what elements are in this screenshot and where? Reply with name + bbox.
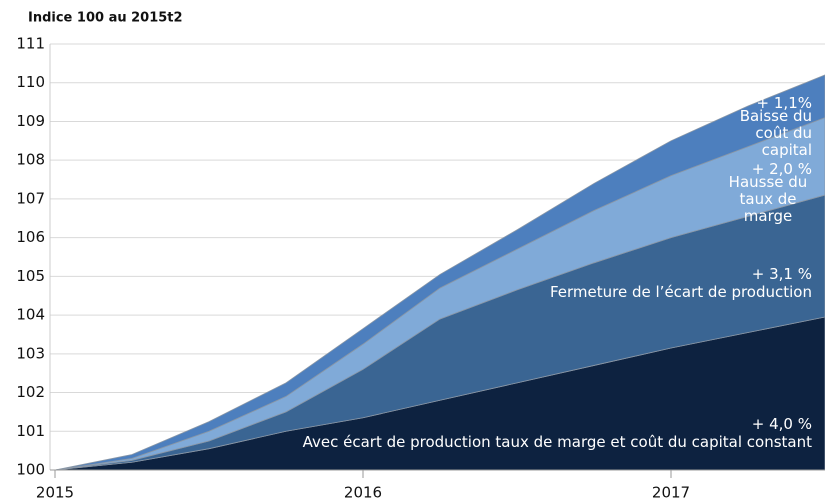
- x-tick-label: 2015: [36, 484, 74, 502]
- change-label: + 3,1 %: [751, 265, 812, 283]
- change-label: + 4,0 %: [751, 415, 812, 433]
- y-tick-label: 111: [16, 35, 45, 53]
- y-tick-label: 101: [16, 422, 45, 440]
- series-label: Hausse du taux de marge: [728, 173, 808, 225]
- y-tick-label: 106: [16, 228, 45, 246]
- change-label: + 1,1%: [756, 94, 812, 112]
- change-label: + 2,0 %: [751, 160, 812, 178]
- x-tick-label: 2017: [652, 484, 690, 502]
- series-label: Avec écart de production taux de marge e…: [302, 433, 812, 451]
- y-tick-label: 100: [16, 461, 45, 479]
- chart-title: Indice 100 au 2015t2: [28, 11, 183, 26]
- y-tick-label: 103: [16, 344, 45, 362]
- y-tick-label: 109: [16, 112, 45, 130]
- x-tick-label: 2016: [344, 484, 382, 502]
- y-tick-label: 105: [16, 267, 45, 285]
- y-tick-label: 102: [16, 383, 45, 401]
- series-label: Fermeture de l’écart de production: [549, 283, 812, 301]
- y-tick-label: 107: [16, 189, 45, 207]
- area: [54, 74, 825, 471]
- series-label: Baisse du coût du capital: [739, 107, 812, 159]
- y-tick-label: 110: [16, 73, 45, 91]
- y-tick-label: 108: [16, 151, 45, 169]
- y-tick-label: 104: [16, 306, 45, 324]
